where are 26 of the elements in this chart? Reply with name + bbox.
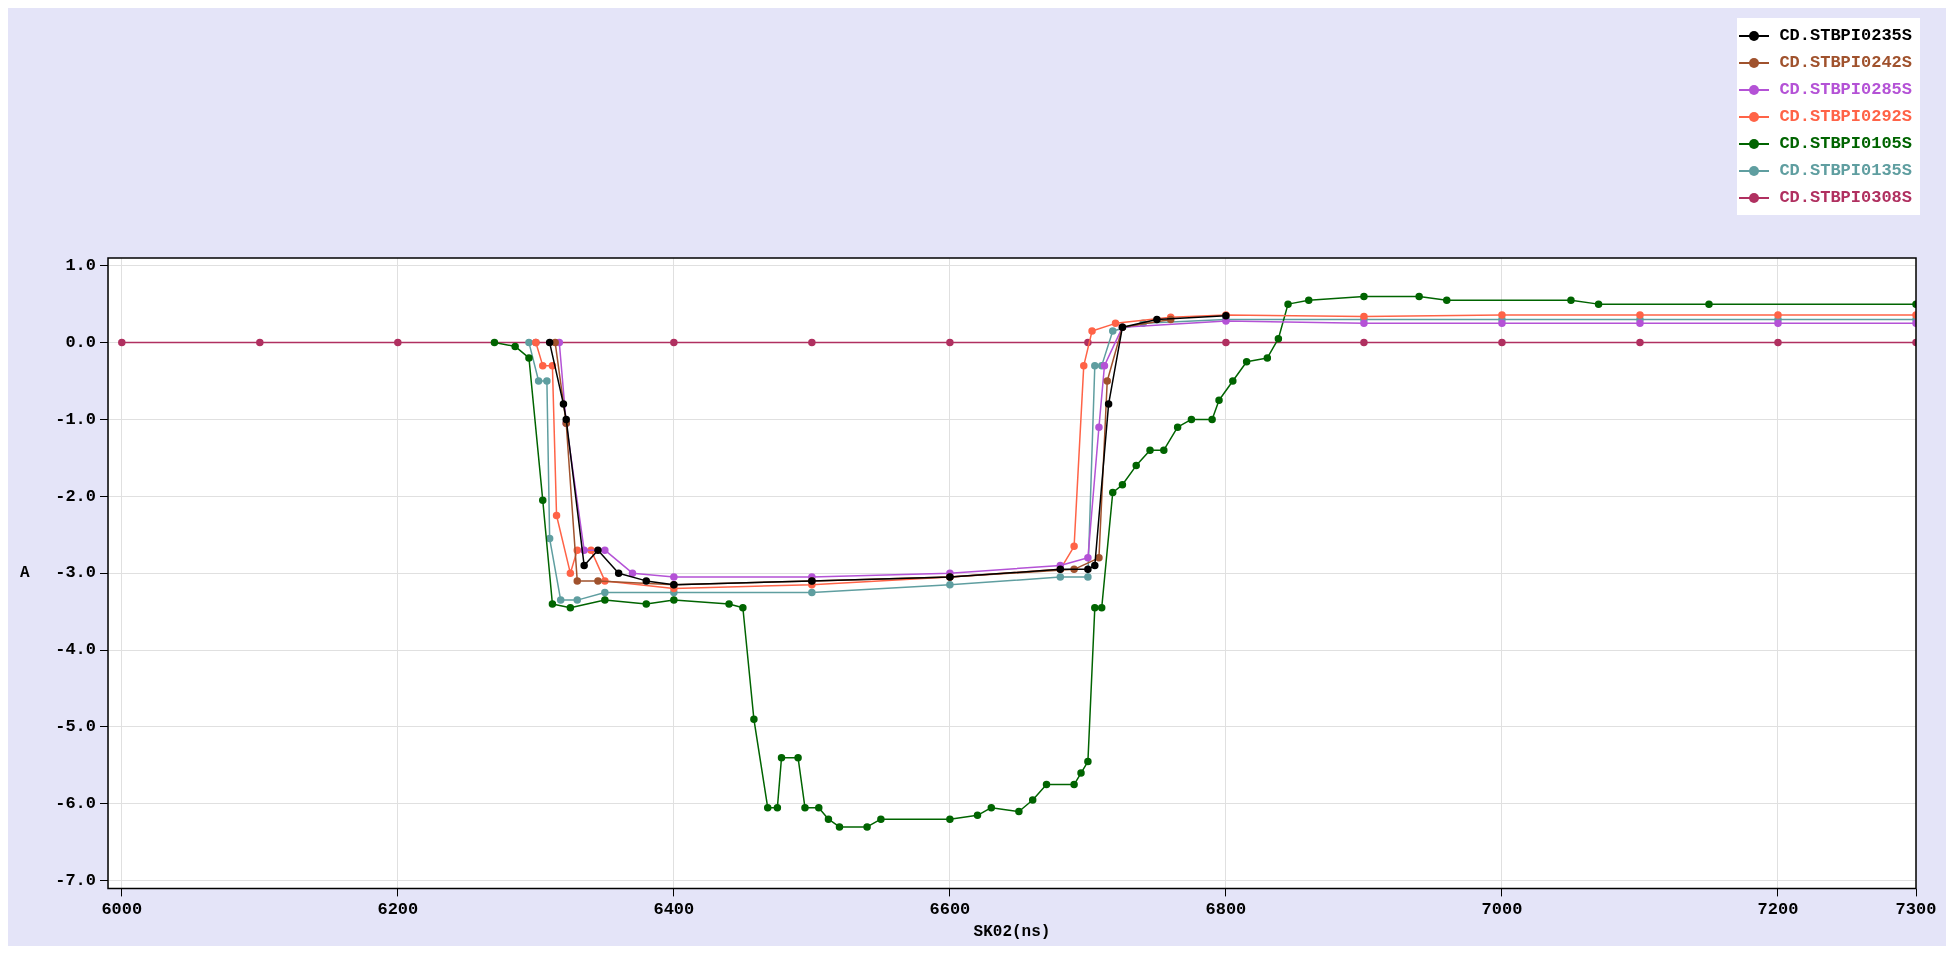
x-tick-label: 7000 — [1481, 899, 1523, 919]
legend-label: CD.STBPI0242S — [1779, 53, 1912, 72]
y-tick-label: 1.0 — [65, 255, 96, 275]
x-tick-label: 6200 — [377, 899, 419, 919]
x-tick-label: 6000 — [101, 899, 143, 919]
y-tick-label: -6.0 — [55, 794, 96, 814]
x-tick-label: 6600 — [929, 899, 971, 919]
x-tick-label: 6400 — [653, 899, 695, 919]
legend-label: CD.STBPI0105S — [1779, 134, 1912, 153]
legend-label: CD.STBPI0285S — [1779, 80, 1912, 99]
y-tick-label: 0.0 — [65, 332, 96, 352]
y-tick-label: -3.0 — [55, 563, 96, 583]
legend-label: CD.STBPI0135S — [1779, 161, 1912, 180]
y-tick-label: -2.0 — [55, 486, 96, 506]
y-tick-label: -7.0 — [55, 870, 96, 890]
y-tick-label: -1.0 — [55, 409, 96, 429]
x-tick-label: 6800 — [1205, 899, 1247, 919]
x-tick-label: 7300 — [1895, 899, 1937, 919]
x-tick-label: 7200 — [1757, 899, 1799, 919]
x-axis-title: SK02(ns) — [973, 923, 1051, 942]
legend-label: CD.STBPI0292S — [1779, 107, 1912, 126]
legend-label: CD.STBPI0308S — [1779, 188, 1912, 207]
y-tick-label: -4.0 — [55, 640, 96, 660]
y-tick-label: -5.0 — [55, 717, 96, 737]
legend-label: CD.STBPI0235S — [1779, 26, 1912, 45]
y-axis-title: A — [20, 564, 30, 583]
